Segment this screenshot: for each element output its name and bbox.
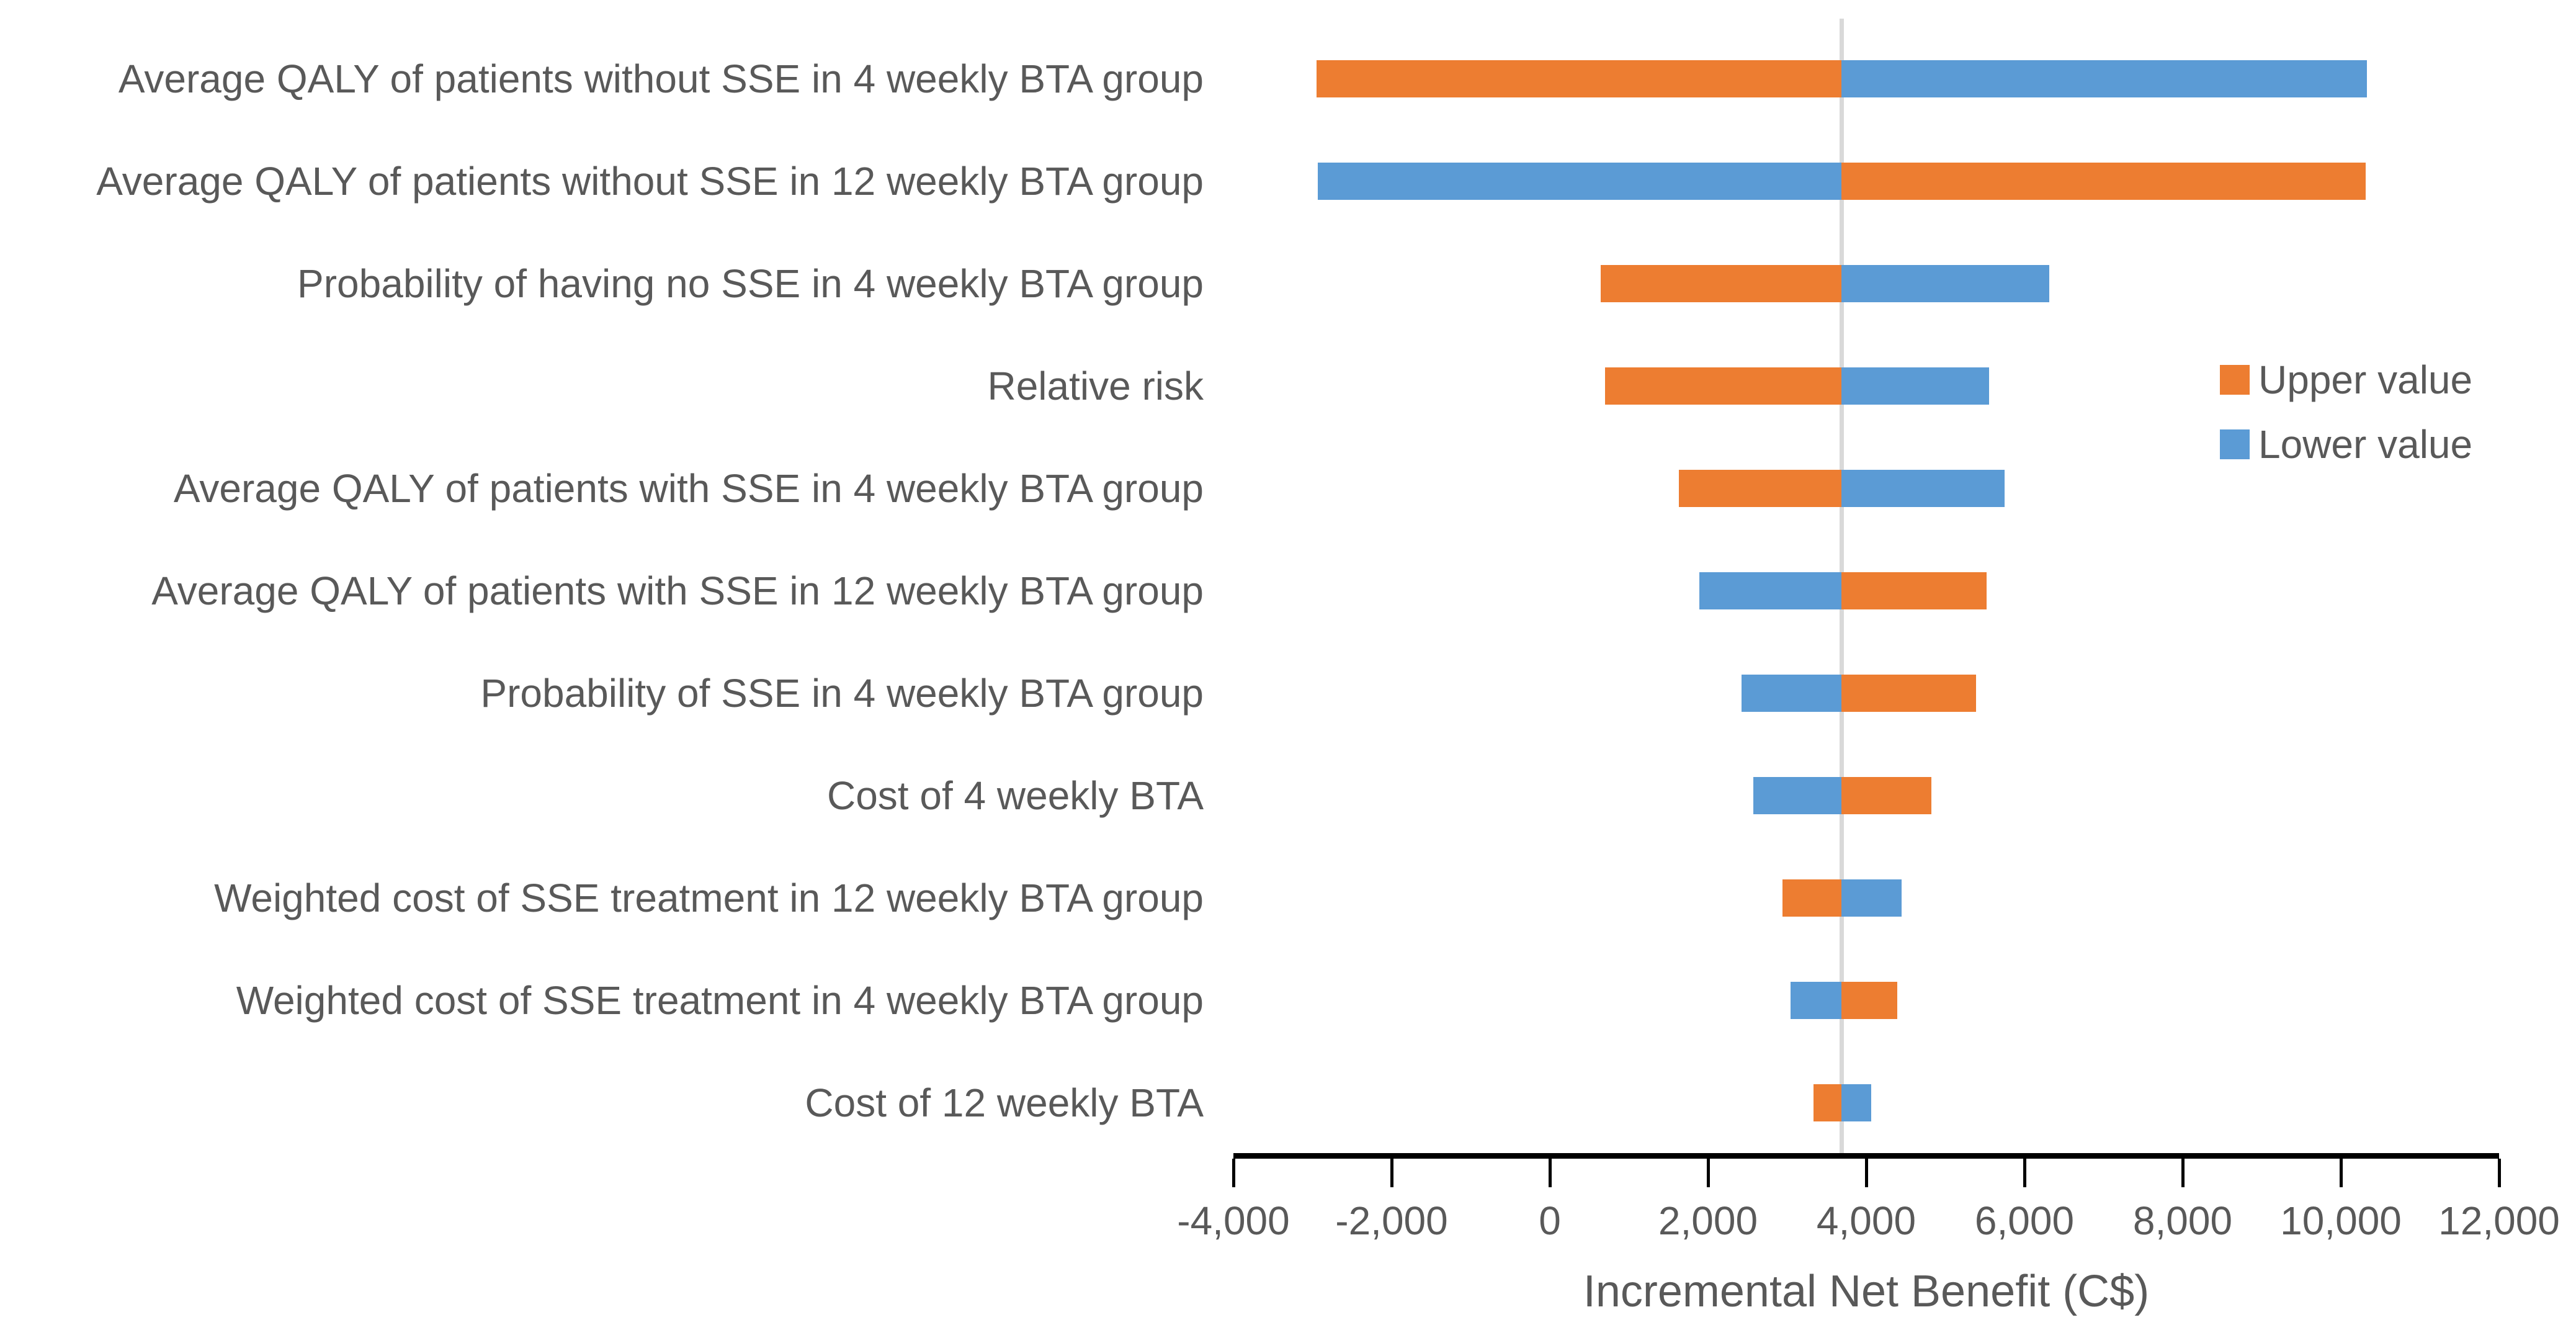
- category-label: Weighted cost of SSE treatment in 12 wee…: [214, 876, 1204, 920]
- category-label: Relative risk: [987, 364, 1204, 408]
- bar-upper-value: [1678, 470, 1842, 507]
- x-axis-tick-label: 12,000: [2438, 1198, 2560, 1243]
- x-axis-tick: [2023, 1159, 2026, 1187]
- bar-lower-value: [1753, 777, 1842, 814]
- x-axis-tick-label: 10,000: [2280, 1198, 2402, 1243]
- category-label: Cost of 4 weekly BTA: [826, 773, 1204, 818]
- x-axis-tick: [2181, 1159, 2185, 1187]
- category-label: Average QALY of patients with SSE in 12 …: [151, 568, 1204, 613]
- bar-upper-value: [1841, 572, 1987, 609]
- x-axis-tick: [2339, 1159, 2343, 1187]
- category-label: Weighted cost of SSE treatment in 4 week…: [236, 978, 1204, 1023]
- x-axis-tick: [1390, 1159, 1393, 1187]
- legend-swatch-lower: [2220, 429, 2250, 459]
- x-axis-tick: [2497, 1159, 2501, 1187]
- x-axis-tick: [1548, 1159, 1552, 1187]
- x-axis-tick-label: 0: [1539, 1198, 1561, 1243]
- legend-label: Upper value: [2258, 357, 2473, 402]
- x-axis-tick-label: -4,000: [1177, 1198, 1290, 1243]
- bar-upper-value: [1782, 879, 1842, 917]
- x-axis-tick-label: 8,000: [2132, 1198, 2233, 1243]
- bar-lower-value: [1841, 367, 1989, 405]
- bar-lower-value: [1841, 60, 2368, 97]
- x-axis-tick-label: 6,000: [1974, 1198, 2075, 1243]
- category-label: Probability of having no SSE in 4 weekly…: [297, 261, 1204, 306]
- bar-lower-value: [1318, 163, 1842, 200]
- bar-lower-value: [1741, 675, 1842, 712]
- category-label: Probability of SSE in 4 weekly BTA group: [480, 671, 1204, 716]
- bar-lower-value: [1790, 982, 1842, 1019]
- x-axis-tick: [1706, 1159, 1710, 1187]
- bar-lower-value: [1841, 1084, 1871, 1121]
- x-axis-tick: [1864, 1159, 1868, 1187]
- x-axis-tick-label: 4,000: [1816, 1198, 1916, 1243]
- category-label: Average QALY of patients with SSE in 4 w…: [173, 466, 1204, 511]
- bar-lower-value: [1841, 879, 1902, 917]
- category-label: Average QALY of patients without SSE in …: [96, 159, 1204, 204]
- bar-upper-value: [1841, 777, 1931, 814]
- x-axis-tick: [1232, 1159, 1235, 1187]
- bar-upper-value: [1600, 265, 1842, 302]
- bar-upper-value: [1316, 60, 1842, 97]
- bar-upper-value: [1605, 367, 1842, 405]
- bar-upper-value: [1841, 982, 1897, 1019]
- bar-upper-value: [1841, 163, 2366, 200]
- bar-lower-value: [1841, 265, 2049, 302]
- bar-upper-value: [1813, 1084, 1842, 1121]
- bar-lower-value: [1699, 572, 1842, 609]
- bar-lower-value: [1841, 470, 2005, 507]
- x-axis-title: Incremental Net Benefit (C$): [1583, 1267, 2150, 1316]
- x-axis-line: [1233, 1153, 2499, 1159]
- legend-swatch-upper: [2220, 365, 2250, 395]
- x-axis-tick-label: 2,000: [1658, 1198, 1758, 1243]
- category-label: Cost of 12 weekly BTA: [805, 1080, 1204, 1125]
- category-label: Average QALY of patients without SSE in …: [118, 56, 1204, 101]
- bar-upper-value: [1841, 675, 1977, 712]
- x-axis-tick-label: -2,000: [1335, 1198, 1448, 1243]
- legend-label: Lower value: [2258, 422, 2473, 467]
